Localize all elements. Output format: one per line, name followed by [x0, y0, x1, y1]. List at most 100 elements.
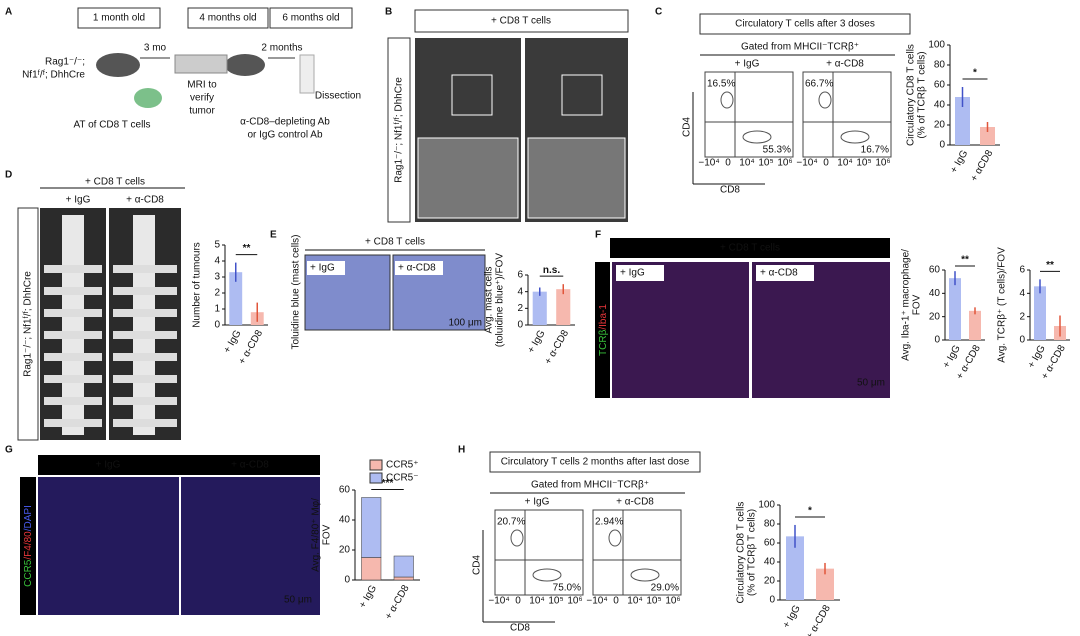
panel-letter: C — [655, 7, 662, 18]
label: AT of CD8 T cells — [73, 120, 150, 131]
label: Circulatory T cells after 3 doses — [735, 19, 875, 30]
box — [595, 262, 610, 398]
flow-tick: 0 — [613, 596, 619, 607]
side-label-part: /Iba-1 — [598, 304, 609, 330]
x-tick-label: + IgG — [222, 328, 244, 355]
legend-label: CCR5⁻ — [386, 473, 419, 484]
significance-label: ** — [243, 243, 251, 254]
significance-label: n.s. — [543, 265, 560, 276]
population — [742, 130, 772, 144]
y-axis-label: FOV — [912, 294, 923, 315]
flow-tick: 10⁵ — [856, 158, 871, 169]
label: + CD8 T cells — [720, 243, 780, 254]
y-tick-label: 60 — [764, 538, 776, 549]
label: 2 months — [261, 43, 302, 54]
population — [720, 91, 734, 109]
box — [756, 265, 814, 281]
box — [610, 238, 890, 258]
significance-label: ** — [1046, 260, 1054, 271]
legend-swatch — [369, 472, 383, 484]
label: 100 μm — [448, 318, 482, 329]
y-axis-label: FOV — [322, 524, 333, 545]
box — [77, 7, 161, 29]
side-label: TCRβ/Iba-1 — [598, 304, 609, 356]
flow-tick: 10⁶ — [665, 596, 680, 607]
box — [181, 477, 320, 615]
label: + IgG — [96, 460, 121, 471]
y-tick-label: 6 — [517, 270, 523, 281]
label: 16.5% — [707, 79, 735, 90]
bar — [556, 289, 571, 325]
box — [113, 287, 177, 295]
flow-plot — [704, 71, 794, 158]
significance-label: ** — [961, 255, 969, 266]
y-axis-label: (% of TCRβ T cells) — [747, 509, 758, 596]
mri-icon — [174, 54, 228, 74]
y-tick-label: 80 — [934, 60, 946, 71]
box — [113, 309, 177, 317]
y-axis-label: Circulatory CD8 T cells — [736, 502, 747, 604]
significance-label: * — [973, 68, 977, 79]
box — [44, 287, 102, 295]
population — [840, 130, 870, 144]
y-tick-label: 40 — [764, 557, 776, 568]
flow-tick: 10⁴ — [529, 596, 544, 607]
mouse-icon — [225, 54, 265, 76]
panel-letter: A — [5, 7, 12, 18]
label: + α-CD8 — [616, 497, 654, 508]
box — [395, 261, 443, 275]
box — [113, 397, 177, 405]
flow-tick: 10⁶ — [875, 158, 890, 169]
y-tick-label: 0 — [1019, 335, 1025, 346]
label: tumor — [189, 106, 215, 117]
label: 20.7% — [497, 517, 525, 528]
box — [527, 137, 626, 219]
y-tick-label: 40 — [929, 288, 941, 299]
y-tick-label: 0 — [769, 595, 775, 606]
box — [451, 74, 493, 116]
label: Circulatory T cells 2 months after last … — [501, 457, 690, 468]
label: Toluidine blue (mast cells) — [291, 234, 302, 349]
box — [616, 265, 664, 281]
box — [113, 353, 177, 361]
box — [44, 265, 102, 273]
y-tick-label: 100 — [928, 40, 945, 51]
side-label-part: /F4/80 — [23, 531, 34, 560]
box — [44, 331, 102, 339]
y-tick-label: 4 — [517, 286, 523, 297]
bar — [1034, 286, 1046, 340]
significance-label: *** — [382, 478, 394, 489]
bar-segment — [361, 497, 382, 558]
side-label-part: CCR5 — [23, 559, 34, 587]
box — [187, 7, 269, 29]
y-axis-label: Avg. mast cells — [484, 266, 495, 333]
flow-tick: 0 — [725, 158, 731, 169]
box — [307, 261, 345, 275]
label: Nf1ᶠ/ᶠ; DhhCre — [22, 70, 85, 81]
label: + CD8 T cells — [365, 237, 425, 248]
y-tick-label: 0 — [934, 335, 940, 346]
panel-letter: H — [458, 445, 465, 456]
label: α-CD8–depleting Ab — [240, 117, 330, 128]
x-tick-label: + α-CD8 — [383, 583, 412, 622]
legend-label: CCR5⁺ — [386, 460, 419, 471]
bar — [969, 310, 981, 340]
label: + IgG — [735, 59, 760, 70]
label: + CD8 T cells — [85, 177, 145, 188]
y-tick-label: 2 — [1019, 311, 1025, 322]
population — [630, 568, 660, 582]
y-tick-label: 1 — [214, 304, 220, 315]
label: verify — [190, 93, 214, 104]
side-label-part: /DAPI — [23, 505, 34, 531]
y-tick-label: 0 — [517, 320, 523, 331]
label: + IgG — [525, 497, 550, 508]
flow-tick: 10⁶ — [777, 158, 792, 169]
y-tick-label: 4 — [214, 256, 220, 267]
box — [20, 477, 36, 615]
y-tick-label: 60 — [929, 265, 941, 276]
box — [561, 74, 603, 116]
box — [38, 477, 179, 615]
box — [113, 265, 177, 273]
y-axis-label: Avg. TCRβ⁺ (T cells)/FOV — [997, 247, 1008, 363]
